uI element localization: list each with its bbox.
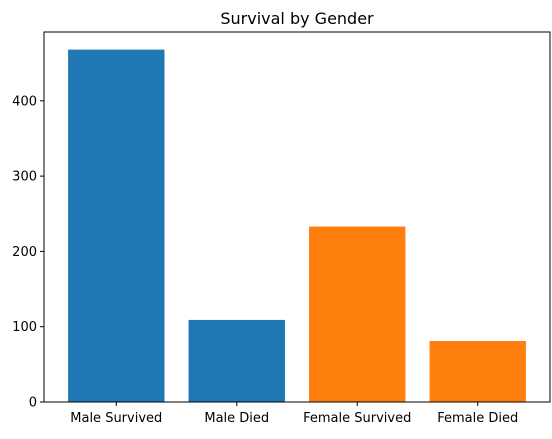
x-tick-label-0: Male Survived xyxy=(70,411,162,426)
bar-3 xyxy=(429,341,526,402)
chart-title: Survival by Gender xyxy=(220,9,374,28)
bar-2 xyxy=(309,226,406,402)
y-axis: 0 100 200 300 400 xyxy=(12,94,44,411)
x-axis: Male Survived Male Died Female Survived Fem… xyxy=(70,402,518,426)
x-tick-label-2: Female Survived xyxy=(303,411,411,426)
y-tick-label-4: 400 xyxy=(12,94,37,109)
y-tick-label-1: 100 xyxy=(12,320,37,335)
plot-frame xyxy=(43,31,551,403)
bar-0 xyxy=(68,49,165,402)
bar-1 xyxy=(188,319,285,402)
y-tick-label-2: 200 xyxy=(12,245,37,260)
x-tick-label-1: Male Died xyxy=(204,411,269,426)
y-tick-label-3: 300 xyxy=(12,170,37,185)
x-tick-label-3: Female Died xyxy=(437,411,518,426)
bars-layer xyxy=(68,49,526,402)
y-tick-label-0: 0 xyxy=(29,396,37,411)
